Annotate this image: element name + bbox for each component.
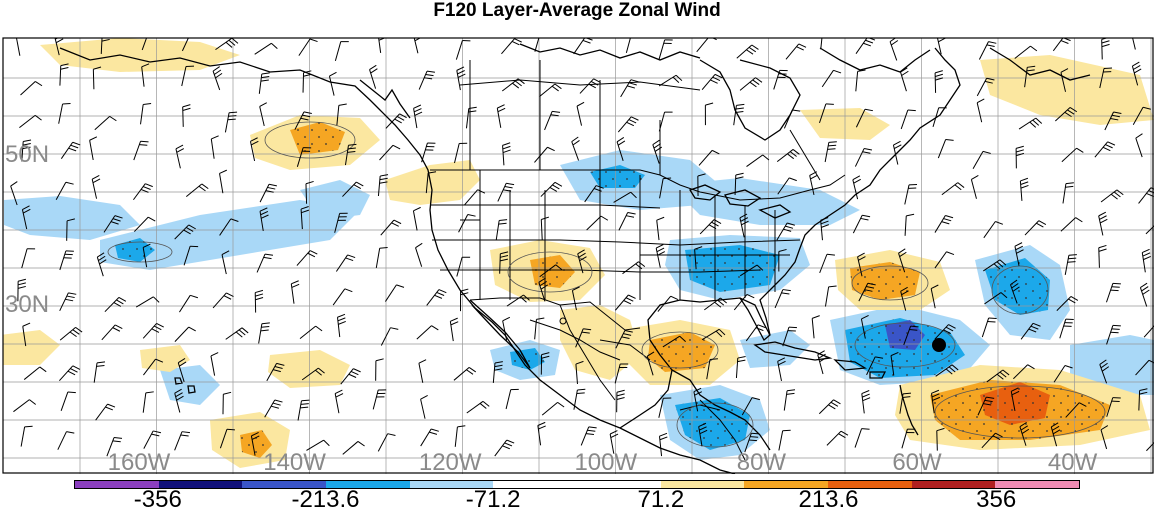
lon-label: 60W (892, 449, 942, 476)
lon-label: 80W (737, 449, 787, 476)
lon-label: 120W (419, 449, 482, 476)
lon-label: 140W (263, 449, 326, 476)
lat-label: 50N (5, 141, 49, 168)
colorbar-label: 71.2 (637, 486, 684, 514)
colorbar-label: 213.6 (798, 486, 858, 514)
lat-label: 30N (5, 291, 49, 318)
colorbar-label: -213.6 (291, 486, 359, 514)
lon-label: 100W (574, 449, 637, 476)
colorbar-label: -356 (134, 486, 182, 514)
lon-label: 160W (108, 449, 171, 476)
lon-label: 40W (1048, 449, 1098, 476)
colorbar-label: -71.2 (466, 486, 521, 514)
location-marker (932, 338, 946, 352)
colorbar-labels: -356 -213.6 -71.2 71.2 213.6 356 (0, 486, 1154, 511)
colorbar-label: 356 (976, 486, 1016, 514)
